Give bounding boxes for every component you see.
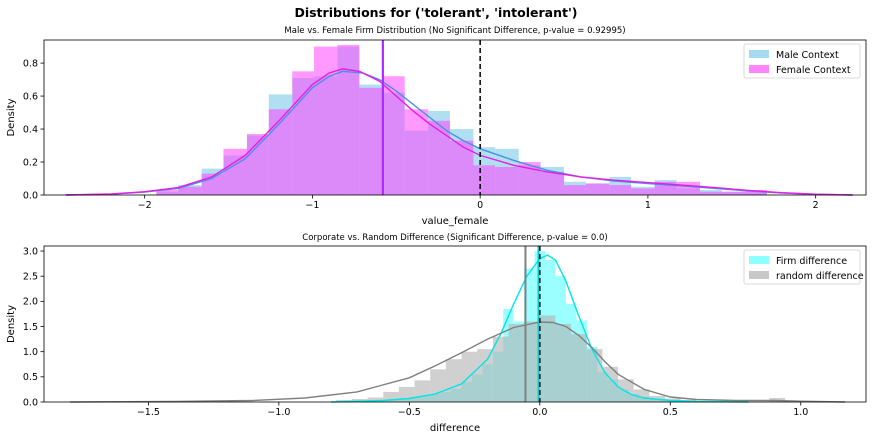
- legend-label: random difference: [776, 271, 864, 282]
- legend-swatch: [749, 50, 769, 58]
- hist-bar: [449, 140, 474, 195]
- hist-bar: [539, 315, 556, 402]
- x-tick-label: 2: [813, 200, 819, 211]
- y-tick-label: 0.0: [23, 190, 38, 201]
- legend-box: [743, 249, 861, 285]
- hist-bar: [445, 359, 462, 402]
- legend: Firm difference random difference: [743, 249, 864, 285]
- hist-bar: [337, 44, 360, 195]
- hist-bar: [508, 324, 525, 402]
- x-tick-label: 0: [477, 200, 483, 211]
- chart-male-female: Male vs. Female Firm Distribution (No Si…: [6, 26, 867, 227]
- hist-bar: [633, 389, 650, 402]
- hist-bar: [602, 366, 619, 402]
- hist-bar: [383, 391, 399, 402]
- y-tick-label: 0.5: [23, 372, 38, 383]
- hist-bar: [314, 46, 338, 195]
- hist-bar: [564, 185, 586, 195]
- hist-bar: [428, 120, 450, 195]
- hist-bar: [676, 181, 700, 195]
- legend-label: Male Context: [776, 50, 839, 61]
- legend: Male Context Female Context: [743, 43, 861, 79]
- legend-label: Firm difference: [776, 256, 847, 267]
- hist-bar: [571, 334, 587, 402]
- hist-bar: [721, 191, 746, 195]
- y-tick-label: 0.2: [23, 157, 38, 168]
- hist-bar: [382, 76, 405, 195]
- hist-bar: [555, 324, 572, 402]
- chart-title: Corporate vs. Random Difference (Signifi…: [302, 233, 607, 243]
- x-tick-label: −1.5: [137, 407, 160, 418]
- kde-line-0: [65, 70, 853, 196]
- y-axis-label: Density: [6, 305, 17, 343]
- hist-bar: [473, 165, 496, 195]
- hist-bar: [268, 109, 293, 195]
- hist-bar: [477, 349, 493, 402]
- y-tick-label: 0.4: [23, 124, 38, 135]
- hist-bar: [414, 380, 431, 402]
- hist-bar: [156, 190, 179, 195]
- y-tick-label: 2.0: [23, 297, 38, 308]
- x-tick-label: 0.0: [532, 407, 547, 418]
- hist-bar: [699, 191, 722, 195]
- x-tick-label: 1.0: [793, 407, 808, 418]
- hist-bar: [745, 190, 768, 195]
- hist-bar: [495, 166, 519, 195]
- hist-bar: [367, 397, 384, 402]
- hist-bar: [430, 369, 446, 402]
- hist-bar: [518, 162, 541, 195]
- x-tick-label: 0.5: [663, 407, 678, 418]
- y-axis-label: Density: [6, 98, 17, 136]
- x-tick-label: 1: [645, 200, 651, 211]
- y-tick-label: 0.8: [23, 58, 38, 69]
- hist-bar: [292, 71, 315, 195]
- legend-swatch: [749, 65, 769, 73]
- hist-bar: [246, 133, 269, 195]
- hist-bar: [585, 183, 610, 195]
- y-tick-label: 1.5: [23, 322, 38, 333]
- hist-bar: [404, 109, 429, 195]
- axes-frame: [43, 245, 867, 403]
- hist-bar: [540, 171, 565, 195]
- figure-title: Distributions for ('tolerant', 'intolera…: [294, 5, 577, 20]
- kde-line-1: [65, 68, 853, 196]
- legend-label: Female Context: [776, 65, 851, 76]
- hist-bar: [609, 185, 632, 195]
- chart-corporate-random: Corporate vs. Random Difference (Signifi…: [6, 233, 867, 434]
- x-axis-label: value_female: [422, 216, 489, 227]
- y-tick-label: 0.6: [23, 91, 38, 102]
- y-tick-label: 3.0: [23, 246, 38, 257]
- legend-box: [743, 43, 861, 79]
- hist-1: [336, 315, 786, 402]
- x-tick-label: −2: [138, 200, 152, 211]
- hist-bar: [631, 188, 655, 195]
- y-tick-label: 0.0: [23, 397, 38, 408]
- y-tick-label: 2.5: [23, 271, 38, 282]
- hist-bar: [492, 336, 509, 402]
- hist-1: [156, 44, 768, 195]
- x-axis-label: difference: [430, 423, 480, 434]
- axes-frame: [43, 39, 867, 196]
- x-tick-label: −1: [305, 200, 319, 211]
- hist-bar: [178, 186, 202, 195]
- legend-swatch: [749, 256, 769, 264]
- hist-bar: [524, 321, 540, 402]
- kde-line-1: [70, 321, 846, 403]
- y-tick-label: 1.0: [23, 347, 38, 358]
- kde-line-0: [330, 254, 749, 403]
- x-tick-label: −1.0: [267, 407, 290, 418]
- legend-swatch: [749, 271, 769, 279]
- hist-bar: [359, 87, 383, 195]
- x-tick-label: −0.5: [398, 407, 421, 418]
- chart-title: Male vs. Female Firm Distribution (No Si…: [284, 26, 625, 36]
